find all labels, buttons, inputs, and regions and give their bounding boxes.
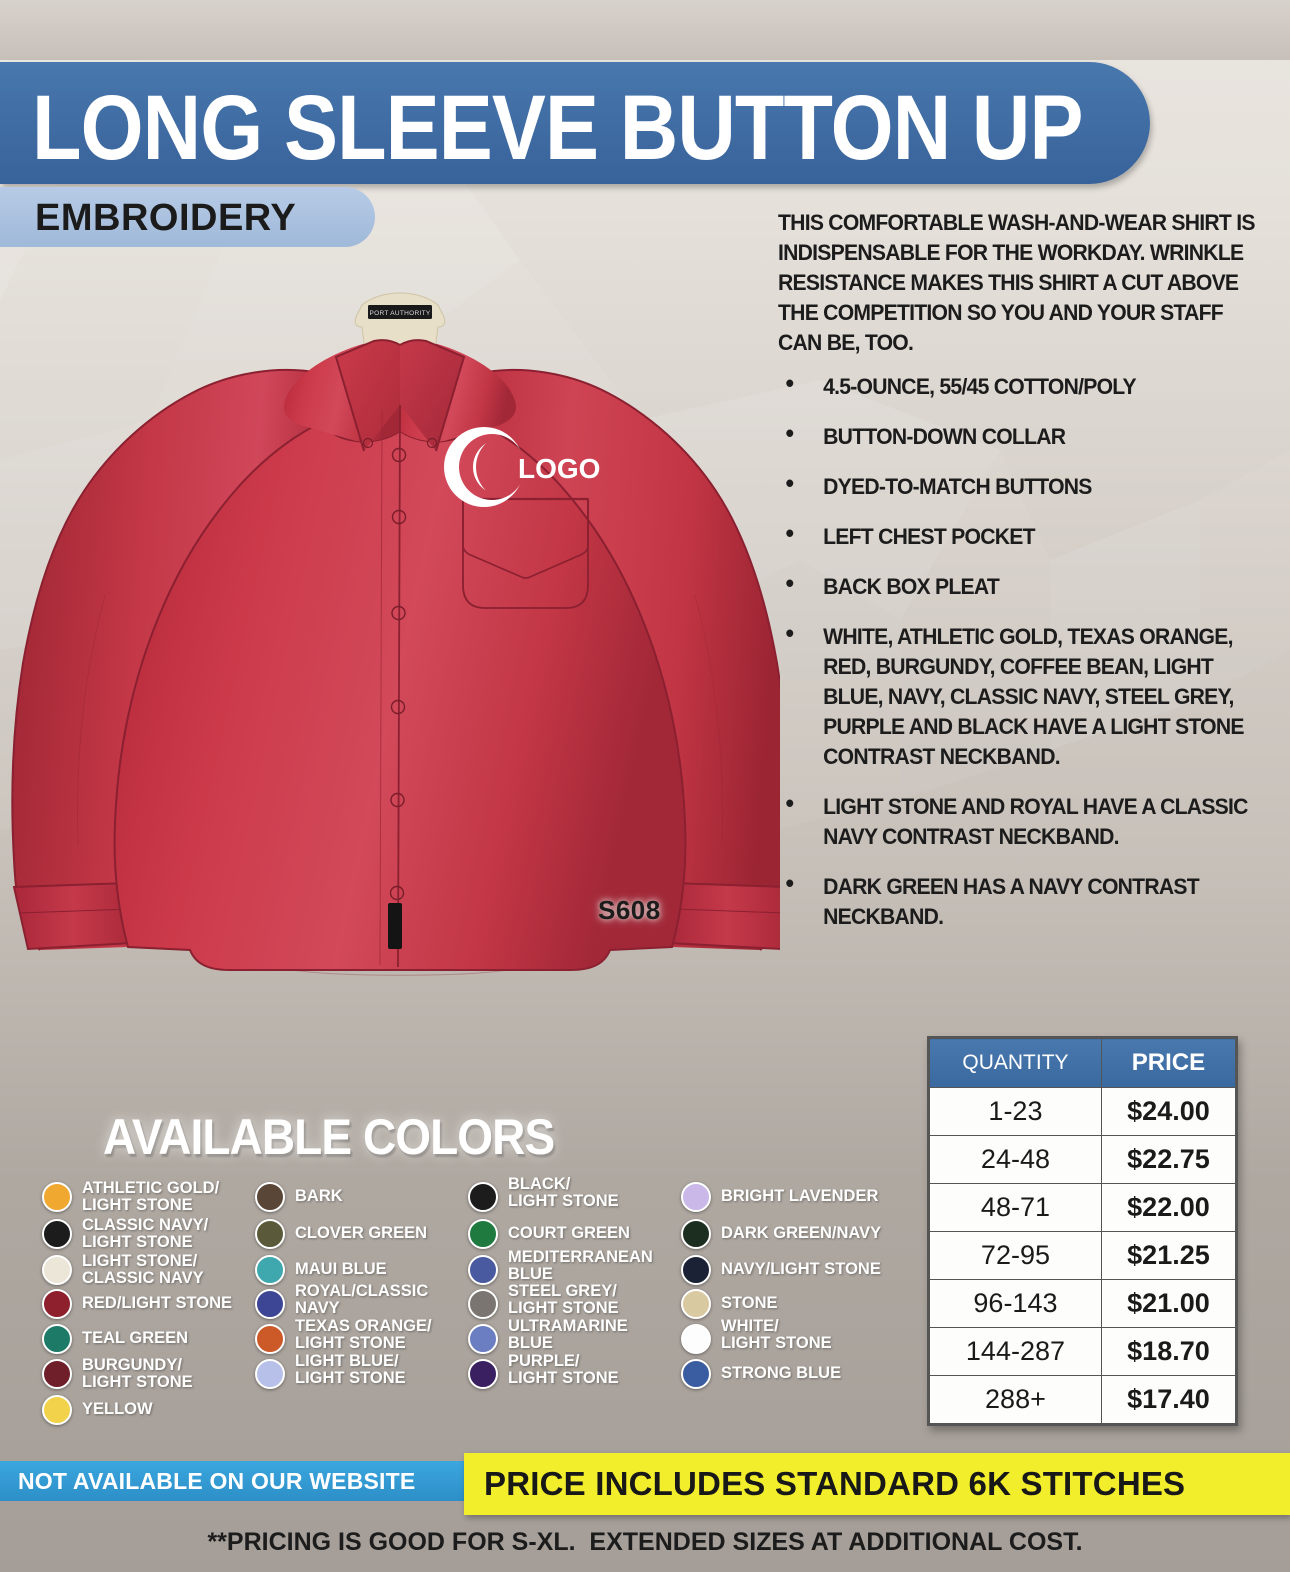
svg-text:LOGO: LOGO [518, 453, 600, 484]
svg-text:PORT AUTHORITY: PORT AUTHORITY [369, 310, 430, 317]
